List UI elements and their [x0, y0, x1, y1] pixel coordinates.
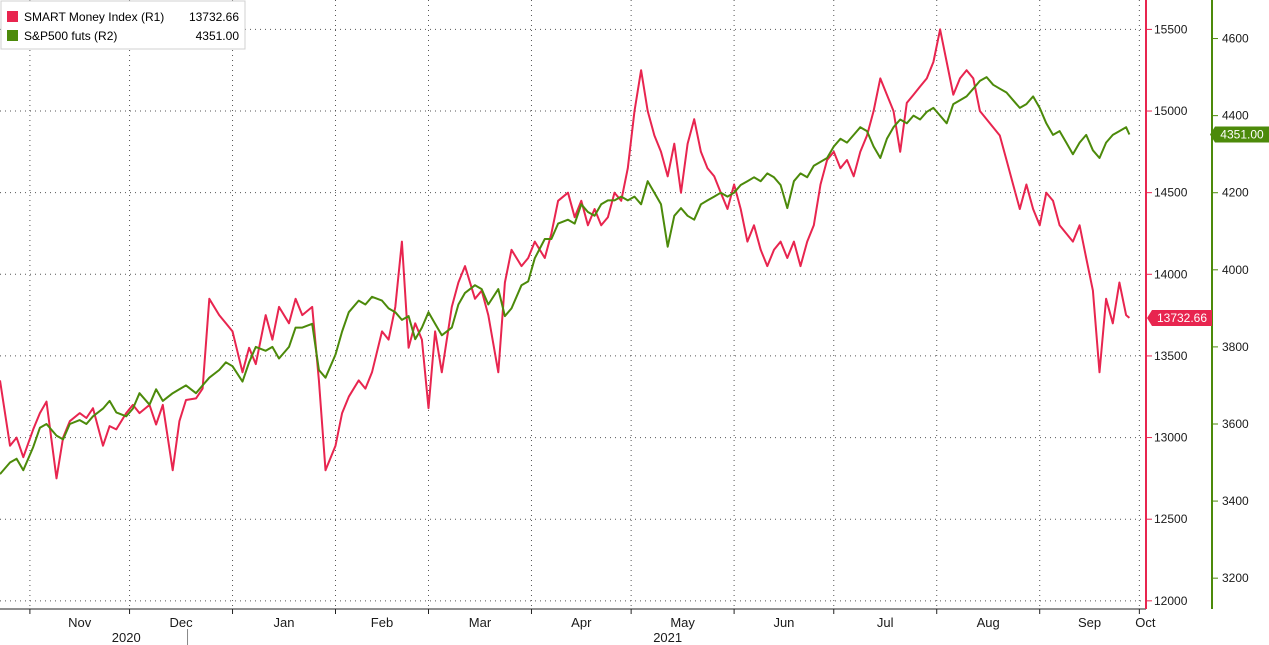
year-label-2020: 2020 [112, 630, 141, 645]
r1-tick-label-15000: 15000 [1154, 104, 1188, 118]
legend-label-sp500: S&P500 futs (R2) [24, 29, 117, 43]
x-tick-label-jan: Jan [274, 615, 295, 630]
x-tick-label-may: May [670, 615, 695, 630]
r1-tick-label-14000: 14000 [1154, 267, 1188, 281]
r1-tick-label-13500: 13500 [1154, 349, 1188, 363]
r2-tick-label-4000: 4000 [1222, 263, 1249, 277]
year-label-2021: 2021 [653, 630, 682, 645]
last-value-badge-sp500: 4351.00 [1210, 126, 1269, 143]
r2-tick-label-4400: 4400 [1222, 109, 1249, 123]
r1-tick-label-12000: 12000 [1154, 594, 1188, 608]
legend-swatch-smart-money [7, 11, 18, 22]
series-lines [0, 28, 1131, 480]
r1-tick-label-12500: 12500 [1154, 512, 1188, 526]
r2-tick-label-3400: 3400 [1222, 494, 1249, 508]
series-line-smart-money [0, 28, 1131, 480]
legend-swatch-sp500 [7, 30, 18, 41]
r2-tick-label-4600: 4600 [1222, 32, 1249, 46]
x-tick-label-dec: Dec [169, 615, 193, 630]
r2-tick-label-4200: 4200 [1222, 186, 1249, 200]
badge-text-sp500: 4351.00 [1220, 128, 1264, 142]
legend-box [0, 0, 246, 50]
x-tick-label-jun: Jun [773, 615, 794, 630]
r1-tick-label-14500: 14500 [1154, 186, 1188, 200]
x-tick-label-sep: Sep [1078, 615, 1101, 630]
legend-label-smart-money: SMART Money Index (R1) [24, 10, 164, 24]
r1-tick-label-15500: 15500 [1154, 22, 1188, 36]
r1-tick-label-13000: 13000 [1154, 431, 1188, 445]
r2-tick-label-3800: 3800 [1222, 340, 1249, 354]
x-tick-label-apr: Apr [571, 615, 592, 630]
grid [0, 0, 1146, 609]
r2-tick-label-3200: 3200 [1222, 571, 1249, 585]
x-tick-label-feb: Feb [371, 615, 393, 630]
series-line-sp500 [0, 76, 1131, 475]
legend: SMART Money Index (R1) 13732.66 S&P500 f… [0, 0, 246, 50]
badge-bg-sp500 [1210, 126, 1269, 143]
last-value-badge-smart-money: 13732.66 [1147, 309, 1212, 326]
x-tick-label-oct: Oct [1135, 615, 1156, 630]
x-tick-label-aug: Aug [977, 615, 1000, 630]
x-tick-label-mar: Mar [469, 615, 492, 630]
x-tick-label-nov: Nov [68, 615, 92, 630]
badge-text-smart-money: 13732.66 [1157, 311, 1207, 325]
legend-value-smart-money: 13732.66 [189, 10, 239, 24]
badge-bg-smart-money [1147, 309, 1212, 326]
legend-value-sp500: 4351.00 [196, 29, 240, 43]
r2-tick-label-3600: 3600 [1222, 417, 1249, 431]
x-tick-label-jul: Jul [877, 615, 894, 630]
